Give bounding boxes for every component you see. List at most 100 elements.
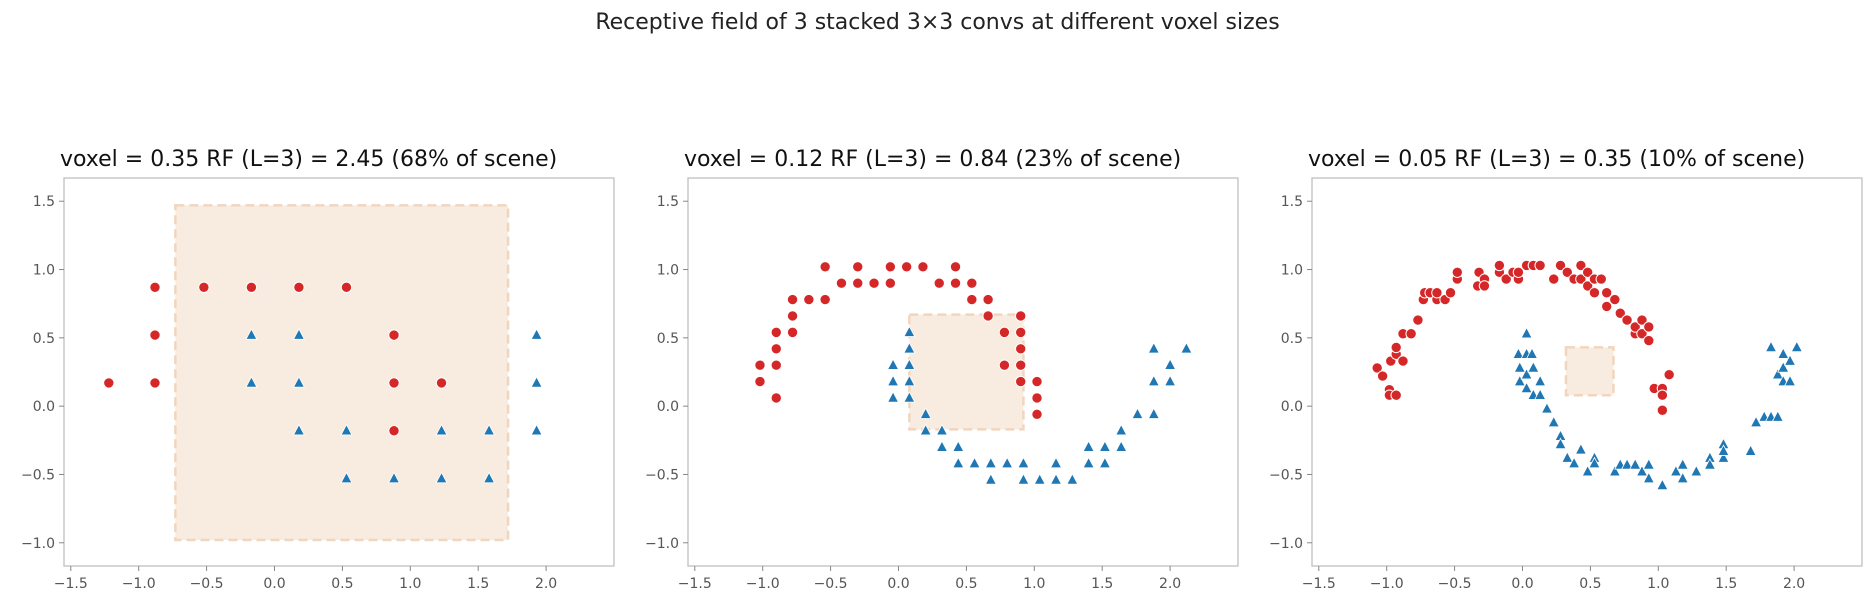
- data-point-circle: [1581, 266, 1594, 278]
- y-tick-label: 1.0: [33, 263, 55, 279]
- data-point-circle: [198, 281, 210, 293]
- panel-title: voxel = 0.05 RF (L=3) = 0.35 (10% of sce…: [1308, 147, 1805, 172]
- data-point-triangle: [1771, 410, 1784, 422]
- data-point-triangle: [1717, 444, 1730, 456]
- data-point-triangle: [1642, 458, 1655, 470]
- data-point-circle: [884, 261, 897, 273]
- data-point-triangle: [1180, 341, 1193, 354]
- data-point-circle: [1575, 259, 1587, 272]
- data-point-circle: [340, 281, 353, 293]
- data-point-circle: [245, 281, 258, 293]
- data-point-triangle: [435, 471, 448, 484]
- data-point-triangle: [1525, 347, 1539, 359]
- data-point-triangle: [1520, 326, 1533, 339]
- data-point-circle: [293, 281, 305, 293]
- data-point-triangle: [1629, 458, 1642, 470]
- data-point-triangle: [1642, 471, 1655, 484]
- data-point-circle: [819, 293, 831, 306]
- data-point-circle: [852, 261, 864, 273]
- receptive-field-box: [1564, 346, 1615, 397]
- data-point-circle: [1376, 370, 1389, 382]
- data-point-circle: [1031, 392, 1043, 404]
- data-point-circle: [998, 359, 1011, 371]
- data-point-circle: [819, 261, 831, 273]
- x-tick-label: −1.0: [1370, 576, 1404, 592]
- data-point-circle: [1629, 321, 1641, 333]
- data-point-circle: [1015, 310, 1027, 322]
- data-point-triangle: [1513, 374, 1526, 387]
- data-point-triangle: [1049, 473, 1063, 485]
- data-point-circle: [1015, 326, 1027, 339]
- data-point-triangle: [1534, 388, 1547, 400]
- data-point-triangle: [1017, 456, 1030, 469]
- x-tick-label: 1.5: [1715, 576, 1737, 592]
- data-point-circle: [933, 277, 945, 289]
- data-point-circle: [435, 377, 448, 389]
- data-point-triangle: [530, 376, 543, 388]
- x-tick-label: −1.0: [122, 576, 156, 592]
- x-tick-label: −0.5: [1438, 576, 1472, 592]
- data-point-triangle: [1574, 443, 1587, 455]
- data-point-triangle: [245, 328, 258, 340]
- data-point-circle: [1412, 314, 1424, 326]
- data-point-triangle: [1744, 444, 1757, 456]
- data-point-circle: [1643, 321, 1655, 333]
- data-point-circle: [917, 261, 929, 273]
- data-point-circle: [1554, 259, 1567, 272]
- data-point-circle: [149, 281, 161, 293]
- data-point-triangle: [1777, 361, 1790, 373]
- data-point-triangle: [935, 440, 949, 452]
- data-point-circle: [1643, 334, 1655, 347]
- data-point-triangle: [387, 471, 401, 484]
- panel-title: voxel = 0.35 RF (L=3) = 2.45 (68% of sce…: [60, 147, 557, 172]
- data-point-triangle: [984, 473, 997, 485]
- data-point-circle: [1371, 362, 1383, 374]
- data-point-triangle: [1147, 407, 1160, 419]
- axes-frame: [687, 177, 1239, 567]
- data-point-triangle: [952, 440, 965, 452]
- data-point-circle: [1390, 341, 1402, 354]
- y-tick-label: −0.5: [21, 467, 55, 483]
- y-tick-label: −1.0: [645, 536, 679, 552]
- data-point-triangle: [435, 423, 448, 436]
- data-point-triangle: [482, 423, 496, 436]
- x-tick-label: 0.5: [331, 576, 353, 592]
- data-point-triangle: [340, 423, 353, 436]
- chart-panel-1: voxel = 0.35 RF (L=3) = 2.45 (68% of sce…: [21, 147, 615, 592]
- data-point-triangle: [1547, 415, 1560, 428]
- y-tick-label: −0.5: [645, 467, 679, 483]
- data-point-triangle: [968, 456, 981, 469]
- x-tick-label: 1.0: [1647, 576, 1669, 592]
- data-point-triangle: [886, 374, 900, 387]
- data-point-triangle: [292, 423, 306, 436]
- data-point-triangle: [1771, 367, 1784, 380]
- y-tick-label: 1.5: [33, 194, 55, 210]
- data-point-circle: [1575, 273, 1587, 285]
- data-point-triangle: [919, 423, 932, 436]
- data-point-triangle: [919, 407, 932, 419]
- data-point-triangle: [1669, 464, 1683, 477]
- data-point-triangle: [1520, 367, 1533, 380]
- data-point-circle: [1015, 343, 1027, 355]
- data-point-circle: [1656, 389, 1669, 401]
- data-point-triangle: [1115, 423, 1128, 436]
- data-point-triangle: [1717, 451, 1730, 463]
- data-point-circle: [1561, 266, 1574, 278]
- data-point-triangle: [245, 376, 258, 388]
- data-point-triangle: [530, 328, 543, 340]
- data-point-triangle: [1635, 464, 1649, 477]
- data-point-triangle: [1512, 347, 1525, 359]
- data-point-circle: [884, 277, 897, 289]
- data-point-circle: [388, 425, 400, 437]
- data-point-triangle: [1049, 456, 1063, 469]
- data-point-circle: [1621, 314, 1633, 326]
- data-point-circle: [1444, 287, 1457, 299]
- data-point-circle: [770, 343, 782, 355]
- y-tick-label: 0.5: [1281, 331, 1303, 347]
- data-point-triangle: [1017, 473, 1030, 485]
- data-point-triangle: [1540, 402, 1554, 414]
- data-point-triangle: [903, 391, 916, 403]
- data-point-triangle: [1082, 440, 1095, 452]
- data-point-circle: [1031, 408, 1043, 421]
- data-point-triangle: [903, 325, 916, 337]
